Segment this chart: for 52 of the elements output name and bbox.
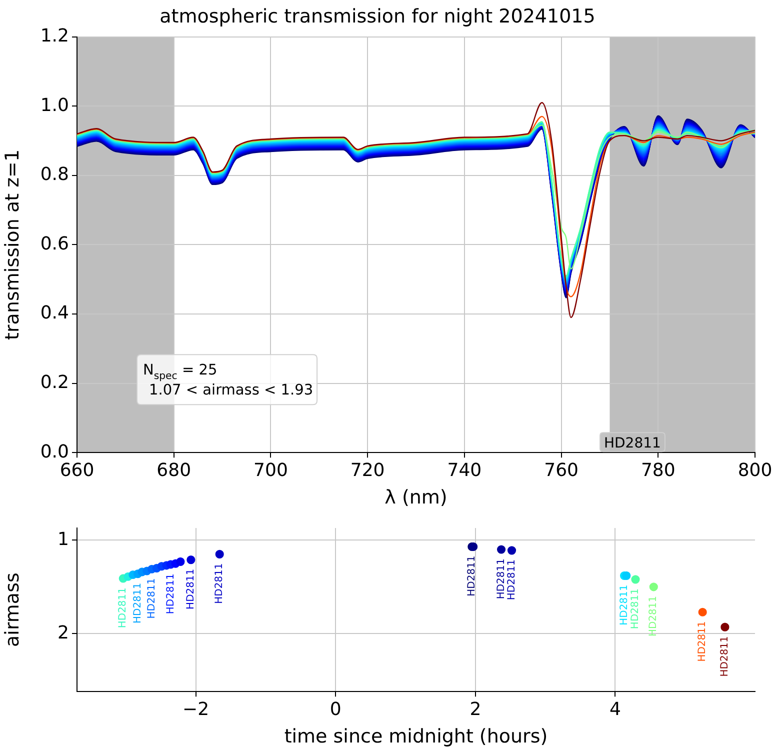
annotation: 1.07 < airmass < 1.93 <box>149 382 314 399</box>
data-label: HD2811 <box>186 568 197 610</box>
point <box>496 545 506 554</box>
data-label: HD2811 <box>506 559 518 600</box>
point <box>698 608 707 616</box>
y-tick-label: 0.4 <box>40 302 69 324</box>
chart-title: atmospheric transmission for night 20241015 <box>160 5 596 28</box>
data-label: HD2811 <box>496 558 507 600</box>
data-label: HD2811 <box>118 587 129 628</box>
line-series <box>77 102 755 318</box>
data-label: HD2811 <box>165 573 176 614</box>
x-tick-label: 720 <box>350 460 385 482</box>
y-tick-label: 0.6 <box>40 233 69 254</box>
x-tick-label: 760 <box>544 460 578 482</box>
x-axis-title: time since midnight (hours) <box>284 726 548 748</box>
y-tick-label: 1.0 <box>40 94 69 116</box>
x-tick-label: 740 <box>447 460 482 482</box>
point <box>186 555 196 564</box>
x-tick-label: 2 <box>470 699 482 720</box>
x-tick-label: 780 <box>640 460 676 482</box>
x-tick-label: −2 <box>182 699 210 720</box>
point <box>631 575 640 584</box>
y-axis-title: airmass <box>1 572 24 647</box>
annotation: HD2811 <box>604 436 661 452</box>
x-tick-label: 800 <box>738 460 772 482</box>
x-tick-label: 660 <box>60 460 94 482</box>
data-label: HD2811 <box>720 636 731 677</box>
y-tick-label: 1 <box>58 528 69 550</box>
x-tick-label: 680 <box>156 460 192 482</box>
data-label: HD2811 <box>618 584 630 626</box>
data-label: HD2811 <box>648 596 660 637</box>
y-tick-label: 1.2 <box>40 25 69 46</box>
y-tick-label: 2 <box>58 622 69 644</box>
y-tick-label: 0.8 <box>40 164 69 186</box>
y-axis-title: transmission at z=1 <box>1 149 24 340</box>
y-tick-label: 0.0 <box>40 441 69 462</box>
y-tick-label: 0.2 <box>40 372 69 393</box>
point <box>720 622 730 632</box>
data-label: HD2811 <box>630 588 642 630</box>
point <box>649 582 658 592</box>
point <box>507 546 516 555</box>
data-label: HD2811 <box>146 578 158 619</box>
x-tick-label: 700 <box>254 460 288 482</box>
x-axis-title: λ (nm) <box>384 486 448 509</box>
point <box>176 557 185 566</box>
data-label: HD2811 <box>697 621 708 662</box>
data-label: HD2811 <box>214 563 226 604</box>
data-label: HD2811 <box>132 582 144 624</box>
data-label: HD2811 <box>466 556 478 596</box>
x-tick-label: 0 <box>330 699 342 720</box>
point <box>215 550 224 558</box>
x-tick-label: 4 <box>609 699 621 720</box>
